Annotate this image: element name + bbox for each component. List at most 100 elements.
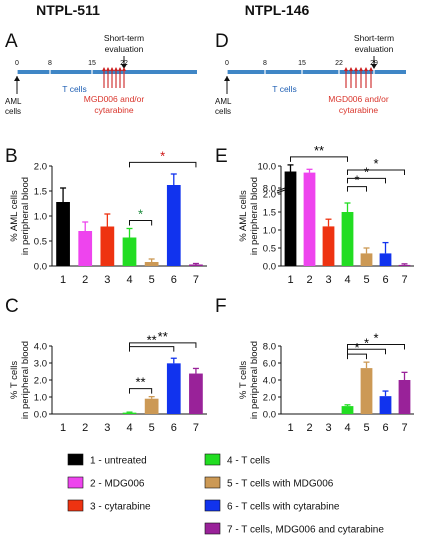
timeline-bar	[227, 70, 406, 74]
title-left: NTPL-511	[36, 2, 100, 18]
significance-label: **	[158, 329, 168, 344]
y-tick-label: 1.0	[263, 226, 276, 237]
x-tick-label: 4	[126, 274, 132, 286]
bar	[144, 398, 159, 414]
panel-letter-d: D	[215, 31, 229, 52]
timeline-bar	[17, 70, 197, 74]
evaluation-arrowhead	[371, 64, 377, 69]
treatment-dose-arrowhead	[122, 67, 126, 71]
y-tick-label: 2.0	[34, 376, 47, 387]
y-tick-label: 0.0	[34, 410, 47, 421]
panel-letter-c: C	[5, 296, 19, 317]
bar	[284, 171, 297, 266]
y-tick-label: 2.0	[263, 393, 276, 404]
significance-label: *	[354, 173, 359, 188]
treatment-dose-arrowhead	[102, 67, 106, 71]
timeline-tick-label: 8	[48, 60, 52, 67]
significance-bracket	[347, 169, 405, 176]
panel-letter-e: E	[215, 146, 228, 167]
significance-bracket	[129, 346, 175, 352]
x-tick-label: 1	[287, 422, 293, 434]
significance-bracket	[347, 343, 405, 350]
bar	[144, 262, 159, 266]
bar	[189, 373, 203, 414]
y-tick-label: 3.0	[34, 359, 47, 370]
y-axis-label: % T cellsin peripheral blood	[238, 341, 260, 419]
panel-letter-b: B	[5, 146, 18, 167]
significance-bracket	[129, 161, 197, 168]
timeline-tick-label: 15	[298, 60, 306, 67]
x-tick-label: 6	[171, 274, 177, 286]
significance-bracket	[347, 177, 386, 184]
y-tick-label: 8.0	[263, 184, 276, 195]
y-tick-label: 0.0	[263, 410, 276, 421]
chart-panel-e: 0.0 0.5 1.0 1.5 2.08.0 10.0 % AML cellsin peri…	[238, 143, 414, 286]
x-tick-label: 6	[171, 422, 177, 434]
significance-bracket	[347, 348, 386, 355]
significance-label: *	[373, 156, 378, 171]
y-tick-label: 1.5	[263, 208, 276, 219]
y-axis-label: % T cellsin peripheral blood	[9, 341, 31, 419]
y-axis-label: % AML cellsin peripheral blood	[238, 177, 260, 255]
bar	[78, 231, 93, 266]
x-tick-label: 1	[60, 422, 66, 434]
chart-panel-c: 0.0 1.0 2.0 3.0 4.0% T cellsin peripheral bl…	[9, 329, 207, 434]
legend-label: 7 - T cells, MDG006 and cytarabine	[227, 525, 384, 536]
legend-label: 1 - untreated	[90, 456, 147, 467]
bar	[379, 396, 392, 414]
x-tick-label: 1	[60, 274, 66, 286]
bar	[398, 264, 411, 266]
x-tick-label: 7	[193, 422, 199, 434]
significance-label: **	[314, 143, 324, 158]
x-tick-label: 4	[126, 422, 132, 434]
x-tick-label: 2	[306, 274, 312, 286]
x-tick-label: 7	[401, 274, 407, 286]
x-tick-label: 5	[363, 274, 369, 286]
bar	[122, 237, 137, 266]
tcells-label: T cells	[62, 84, 86, 94]
treatment-dose-arrowhead	[106, 67, 110, 71]
x-tick-label: 4	[344, 274, 350, 286]
legend-swatch	[67, 453, 84, 466]
title-right: NTPL-146	[245, 2, 310, 18]
significance-label: **	[147, 333, 157, 348]
significance-bracket	[129, 388, 153, 394]
bar	[322, 226, 335, 266]
y-tick-label: 8.0	[263, 342, 276, 353]
evaluation-arrowhead	[121, 64, 127, 69]
legend-swatch	[204, 499, 221, 512]
bar	[360, 253, 373, 266]
y-tick-label: 6.0	[263, 359, 276, 370]
y-tick-label: 0.5	[34, 237, 47, 248]
x-tick-label: 5	[149, 422, 155, 434]
y-tick-label: 4.0	[263, 376, 276, 387]
bar	[360, 368, 373, 414]
timeline-tick-label: 15	[88, 60, 96, 67]
treatment-dose-arrowhead	[349, 67, 353, 71]
x-tick-label: 2	[82, 274, 88, 286]
x-tick-label: 2	[306, 422, 312, 434]
significance-label: *	[364, 335, 369, 350]
x-tick-label: 3	[104, 422, 110, 434]
y-tick-label: 2.0	[263, 190, 276, 201]
legend-label: 5 - T cells with MDG006	[227, 479, 334, 490]
treatment-dose-arrowhead	[359, 67, 363, 71]
significance-label: *	[354, 340, 359, 355]
y-tick-label: 4.0	[34, 342, 47, 353]
y-tick-label: 0.0	[263, 262, 276, 273]
treatment-dose-arrowhead	[344, 67, 348, 71]
bar	[56, 202, 70, 266]
y-tick-label: 0.5	[263, 244, 276, 255]
bar	[166, 363, 181, 414]
chart-panel-f: 0.0 2.0 4.0 6.0 8.0% T cellsin peripheral bl…	[238, 330, 414, 434]
treatment-label: MGD006 and/or cytarabine	[328, 94, 389, 115]
short-term-evaluation-label: Short-term evaluation	[104, 33, 144, 54]
panel-letter-a: A	[5, 31, 18, 52]
significance-bracket	[290, 156, 348, 162]
tcells-label: T cells	[272, 84, 296, 94]
legend-swatch	[67, 499, 84, 512]
significance-bracket	[129, 342, 197, 348]
